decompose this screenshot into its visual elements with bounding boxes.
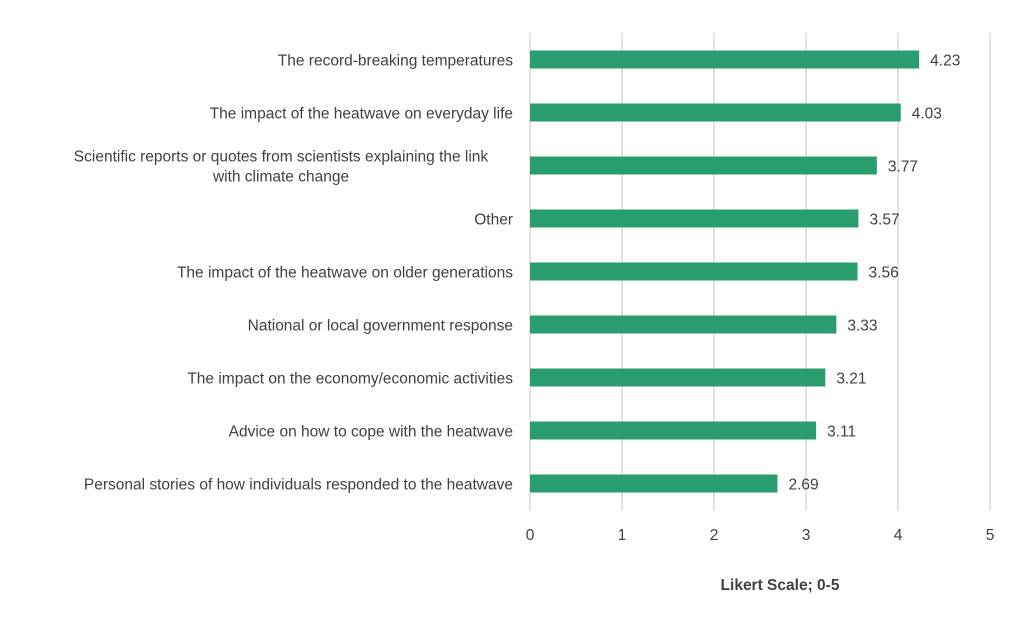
x-axis-title: Likert Scale; 0-5	[721, 577, 840, 594]
value-labels: 4.23 4.03 3.77 3.57 3.56 3.33 3.21 3.11 2.69	[788, 53, 960, 494]
value-label: 3.57	[869, 212, 899, 229]
x-tick-label: 1	[618, 527, 627, 544]
x-tick-label: 4	[894, 527, 903, 544]
bar	[530, 50, 920, 69]
bar	[530, 474, 778, 493]
category-label: National or local government response	[248, 318, 513, 335]
category-labels: The record-breaking temperatures The impa…	[74, 53, 513, 494]
value-label: 3.77	[888, 159, 918, 176]
value-label: 3.33	[847, 318, 877, 335]
bar	[530, 103, 901, 122]
bar	[530, 156, 877, 175]
category-label: Advice on how to cope with the heatwave	[229, 424, 513, 441]
bar	[530, 421, 817, 440]
category-label: Scientific reports or quotes from scient…	[74, 149, 489, 186]
category-label: Personal stories of how individuals resp…	[84, 477, 513, 494]
category-label: Other	[474, 212, 513, 229]
x-tick-label: 3	[802, 527, 811, 544]
x-tick-label: 5	[986, 527, 995, 544]
value-label: 2.69	[788, 477, 818, 494]
x-tick-labels: 0 1 2 3 4 5	[526, 527, 995, 544]
bar	[530, 209, 859, 228]
value-label: 4.23	[930, 53, 960, 70]
value-label: 3.11	[827, 424, 856, 441]
bar	[530, 315, 837, 334]
bar	[530, 368, 826, 387]
category-label: The impact of the heatwave on older gene…	[177, 265, 513, 282]
category-label: The impact of the heatwave on everyday l…	[210, 106, 513, 123]
bars	[530, 50, 920, 493]
bar	[530, 262, 858, 281]
category-label: The record-breaking temperatures	[278, 53, 513, 70]
value-label: 4.03	[912, 106, 942, 123]
value-label: 3.56	[869, 265, 899, 282]
x-tick-label: 0	[526, 527, 535, 544]
x-tick-label: 2	[710, 527, 719, 544]
category-label: The impact on the economy/economic activ…	[187, 371, 513, 388]
value-label: 3.21	[836, 371, 866, 388]
